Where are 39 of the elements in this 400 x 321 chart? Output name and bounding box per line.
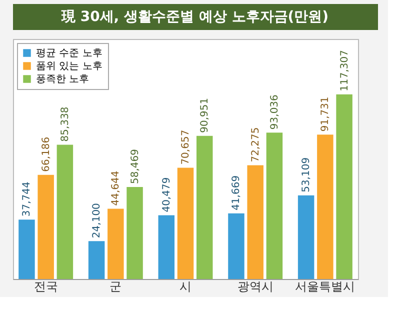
- bar: [196, 136, 213, 279]
- data-label: 93,036: [269, 94, 280, 130]
- data-label: 117,307: [339, 50, 350, 92]
- bar: [336, 94, 352, 279]
- data-label: 37,744: [22, 182, 33, 217]
- data-label: 41,669: [231, 175, 242, 210]
- x-tick-label: 서울특별시: [295, 280, 356, 294]
- data-label: 53,109: [301, 157, 312, 192]
- chart-title: 現 30세, 생활수준별 예상 노후자금(만원): [60, 9, 329, 25]
- legend-label: 평균 수준 노후: [36, 48, 102, 59]
- x-tick-label: 군: [110, 280, 122, 294]
- legend-label: 품위 있는 노후: [36, 61, 102, 72]
- bar: [56, 144, 74, 279]
- data-label: 91,731: [320, 96, 332, 132]
- bar: [228, 213, 244, 279]
- bar: [108, 208, 124, 279]
- bar: [298, 195, 314, 279]
- bar: [126, 186, 143, 279]
- data-label: 24,100: [92, 203, 103, 238]
- bar: [18, 220, 35, 279]
- data-label: 90,951: [200, 98, 211, 133]
- legend-label: 풍족한 노후: [36, 74, 90, 85]
- data-label: 72,275: [250, 127, 262, 162]
- x-tick-label: 전국: [34, 280, 58, 294]
- bar: [88, 241, 105, 279]
- data-label: 66,186: [40, 136, 52, 172]
- bar: [247, 165, 264, 279]
- bar: [158, 215, 175, 279]
- bar: [317, 134, 334, 279]
- data-label: 85,338: [60, 106, 71, 142]
- bar: [38, 174, 54, 279]
- x-tick-label: 광역시: [237, 280, 274, 294]
- data-label: 70,657: [180, 130, 192, 165]
- data-label: 58,469: [130, 148, 141, 184]
- bar: [177, 168, 194, 279]
- x-tick-label: 시: [180, 280, 192, 294]
- data-label: 40,479: [161, 177, 172, 212]
- data-label: 44,644: [110, 170, 122, 206]
- bar: [266, 132, 283, 279]
